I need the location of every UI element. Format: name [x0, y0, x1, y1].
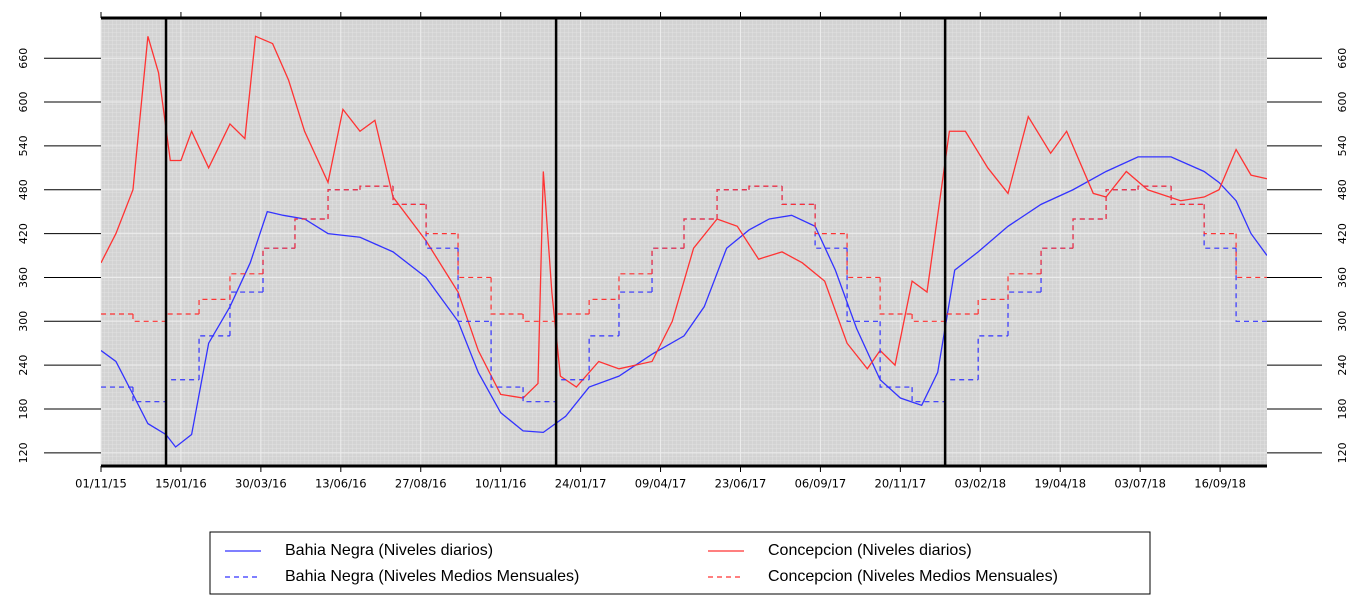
x-tick-label: 30/03/16 — [235, 477, 287, 491]
step-segment — [879, 277, 913, 315]
y2-tick-label: 480 — [1336, 179, 1349, 200]
x-tick-label: 27/08/16 — [395, 477, 447, 491]
step-segment — [911, 313, 946, 322]
y-tick-label: 420 — [17, 223, 30, 244]
y2-tick-label: 360 — [1336, 267, 1349, 288]
step-segment — [132, 313, 167, 322]
x-tick-label: 24/01/17 — [555, 477, 607, 491]
step-segment — [846, 233, 881, 279]
step-segment — [1170, 186, 1205, 205]
step-segment — [229, 291, 264, 336]
step-segment — [198, 298, 230, 314]
legend-label: Concepcion (Niveles diarios) — [768, 542, 972, 559]
step-segment — [846, 248, 881, 322]
step-segment — [522, 313, 557, 322]
step-segment — [1105, 189, 1139, 219]
step-segment — [977, 298, 1009, 314]
step-segment — [618, 291, 653, 336]
step-segment — [716, 189, 750, 219]
step-segment — [294, 218, 329, 249]
axes: 120 120 180 180 240 240 300 300 360 360 420 420 480 4… — [17, 12, 1349, 491]
step-segment — [490, 321, 524, 388]
x-tick-label: 13/06/16 — [315, 477, 367, 491]
legend-label: Bahia Negra (Niveles Medios Mensuales) — [285, 568, 579, 585]
step-segment — [879, 321, 913, 388]
x-tick-label: 23/06/17 — [715, 477, 767, 491]
step-segment — [1235, 248, 1267, 322]
y-tick-label: 300 — [17, 311, 30, 332]
step-segment — [490, 277, 524, 315]
y-tick-label: 540 — [17, 135, 30, 156]
y2-tick-label: 240 — [1336, 355, 1349, 376]
y-tick-label: 360 — [17, 267, 30, 288]
step-segment — [588, 335, 619, 380]
step-segment — [229, 273, 264, 300]
legend-label: Concepcion (Niveles Medios Mensuales) — [768, 568, 1058, 585]
x-tick-label: 06/09/17 — [795, 477, 847, 491]
step-segment — [1040, 247, 1074, 274]
step-segment — [457, 233, 492, 279]
x-tick-label: 01/11/15 — [75, 477, 127, 491]
step-segment — [1007, 291, 1042, 336]
step-segment — [1203, 204, 1237, 235]
step-segment — [1072, 218, 1107, 249]
y2-tick-label: 660 — [1336, 48, 1349, 69]
step-segment — [327, 189, 360, 219]
step-segment — [618, 273, 653, 300]
step-segment — [425, 204, 459, 235]
x-tick-label: 15/01/16 — [155, 477, 207, 491]
y-tick-label: 660 — [17, 48, 30, 69]
step-segment — [1007, 273, 1042, 300]
x-tick-label: 03/02/18 — [954, 477, 1006, 491]
y-tick-label: 180 — [17, 398, 30, 419]
x-tick-label: 09/04/17 — [635, 477, 687, 491]
grid — [100, 18, 1267, 466]
x-tick-label: 03/07/18 — [1114, 477, 1166, 491]
y2-tick-label: 120 — [1336, 442, 1349, 463]
series-layer — [101, 35, 1267, 448]
step-segment — [262, 247, 295, 274]
series-line — [101, 35, 1267, 399]
step-segment — [1203, 204, 1237, 249]
y2-tick-label: 600 — [1336, 92, 1349, 113]
step-segment — [814, 204, 848, 235]
step-segment — [781, 186, 816, 205]
step-segment — [198, 335, 230, 380]
step-segment — [977, 335, 1009, 380]
legend: Bahia Negra (Niveles diarios) Concepcion … — [225, 542, 1058, 585]
x-tick-label: 19/04/18 — [1034, 477, 1086, 491]
step-segment — [651, 247, 684, 274]
step-segment — [683, 218, 718, 249]
step-segment — [359, 185, 394, 190]
series-line — [101, 156, 1267, 448]
y2-tick-label: 300 — [1336, 311, 1349, 332]
y2-tick-label: 180 — [1336, 398, 1349, 419]
legend-label: Bahia Negra (Niveles diarios) — [285, 542, 493, 559]
step-segment — [1137, 185, 1172, 190]
step-segment — [814, 204, 848, 249]
step-segment — [425, 204, 459, 249]
step-segment — [522, 387, 557, 403]
y2-tick-label: 540 — [1336, 135, 1349, 156]
y-tick-label: 240 — [17, 355, 30, 376]
step-segment — [748, 185, 783, 190]
step-segment — [911, 387, 946, 403]
step-segment — [132, 387, 167, 403]
x-tick-label: 16/09/18 — [1194, 477, 1246, 491]
step-segment — [588, 298, 619, 314]
y-tick-label: 480 — [17, 179, 30, 200]
y-tick-label: 120 — [17, 442, 30, 463]
x-tick-label: 10/11/16 — [475, 477, 527, 491]
step-segment — [392, 186, 427, 205]
step-segment — [1235, 233, 1267, 279]
x-tick-label: 20/11/17 — [875, 477, 927, 491]
step-segment — [457, 248, 492, 322]
y2-tick-label: 420 — [1336, 223, 1349, 244]
y-tick-label: 600 — [17, 92, 30, 113]
plot-background — [101, 18, 1267, 466]
legend-box — [209, 531, 1151, 595]
